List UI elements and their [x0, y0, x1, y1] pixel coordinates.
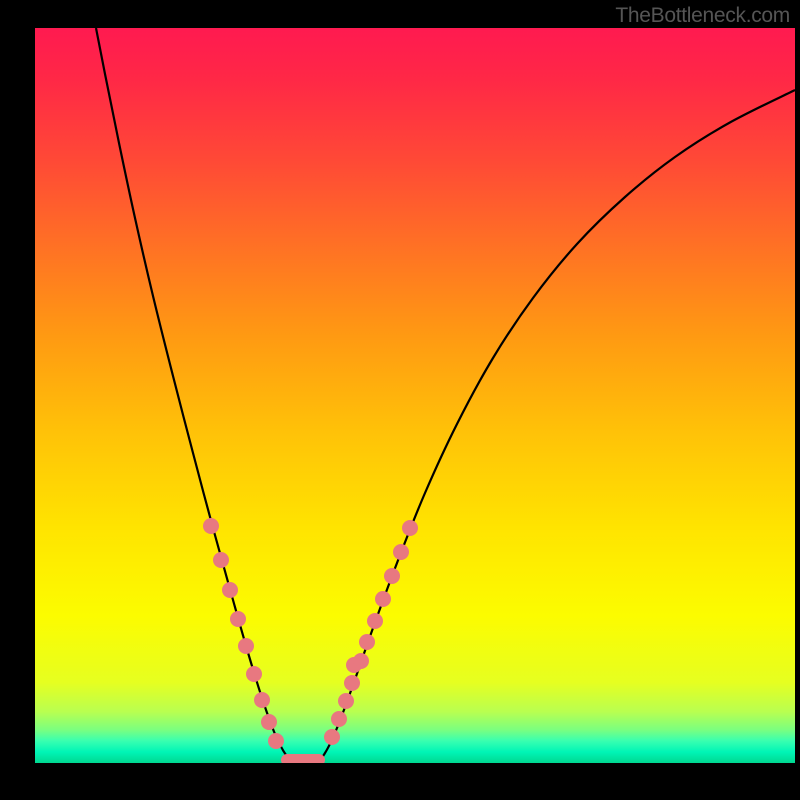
curve-minimum-bar — [281, 754, 325, 763]
curve-data-point — [344, 675, 360, 691]
chart-plot-area — [35, 28, 795, 763]
curve-data-point — [367, 613, 383, 629]
curve-data-point — [331, 711, 347, 727]
watermark: TheBottleneck.com — [615, 4, 790, 28]
curve-data-point — [359, 634, 375, 650]
curve-data-point — [384, 568, 400, 584]
curve-data-point — [393, 544, 409, 560]
curve-data-point — [268, 733, 284, 749]
curve-data-point — [338, 693, 354, 709]
curve-data-point — [254, 692, 270, 708]
curve-data-point — [402, 520, 418, 536]
curve-data-point — [203, 518, 219, 534]
curve-data-point — [213, 552, 229, 568]
curve-data-point — [230, 611, 246, 627]
curve-data-point — [238, 638, 254, 654]
curve-data-point — [375, 591, 391, 607]
curve-dot-overlay — [35, 28, 795, 763]
curve-data-point — [246, 666, 262, 682]
curve-data-point — [261, 714, 277, 730]
curve-data-point — [353, 653, 369, 669]
curve-data-point — [222, 582, 238, 598]
curve-data-point — [324, 729, 340, 745]
